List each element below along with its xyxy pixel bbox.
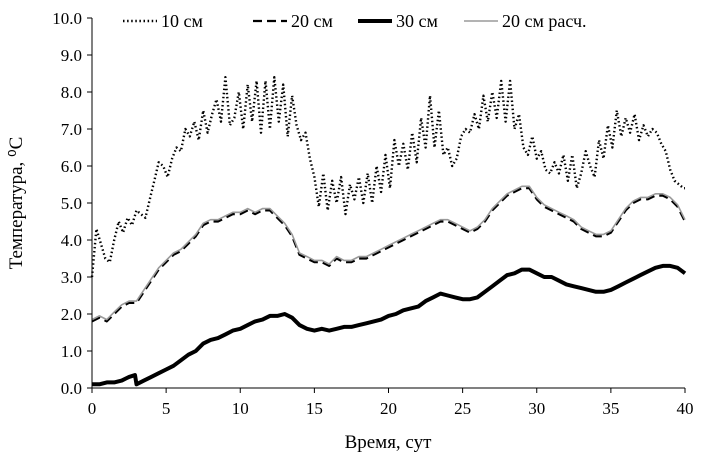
y-tick-label: 6.0: [61, 157, 82, 176]
y-tick-label: 9.0: [61, 46, 82, 65]
legend-label-2: 30 см: [396, 11, 438, 31]
series-line-2: [92, 263, 687, 387]
chart-legend: 10 см 20 см 30 см 20 см расч.: [123, 11, 587, 31]
y-tick-label: 1.0: [61, 342, 82, 361]
y-tick-label: 4.0: [61, 231, 82, 250]
x-tick-label: 40: [677, 399, 694, 418]
x-tick-label: 0: [88, 399, 97, 418]
legend-label-0: 10 см: [161, 11, 203, 31]
y-axis-title: Температура, ⁰С: [6, 137, 27, 270]
x-axis-ticks: 0 5 10 15 20 25 30 35 40: [88, 388, 694, 418]
legend-label-3: 20 см расч.: [502, 11, 587, 31]
series-line-1: [91, 187, 686, 323]
x-tick-label: 20: [380, 399, 397, 418]
x-tick-label: 25: [454, 399, 471, 418]
series-line-3: [91, 185, 686, 321]
x-tick-label: 35: [602, 399, 619, 418]
y-tick-label: 5.0: [61, 194, 82, 213]
y-tick-label: 8.0: [61, 83, 82, 102]
y-tick-label: 2.0: [61, 305, 82, 324]
y-tick-label: 0.0: [61, 379, 82, 398]
x-tick-label: 5: [162, 399, 171, 418]
legend-label-1: 20 см: [291, 11, 333, 31]
y-tick-label: 7.0: [61, 120, 82, 139]
y-tick-label: 10.0: [52, 9, 82, 28]
x-tick-label: 30: [528, 399, 545, 418]
y-axis-ticks: 0.0 1.0 2.0 3.0 4.0 5.0 6.0 7.0 8.0 9.0 10.0: [52, 9, 92, 398]
x-axis-title: Время, сут: [345, 432, 433, 453]
x-tick-label: 10: [232, 399, 249, 418]
series-layer: [90, 75, 687, 387]
x-tick-label: 15: [306, 399, 323, 418]
y-tick-label: 3.0: [61, 268, 82, 287]
